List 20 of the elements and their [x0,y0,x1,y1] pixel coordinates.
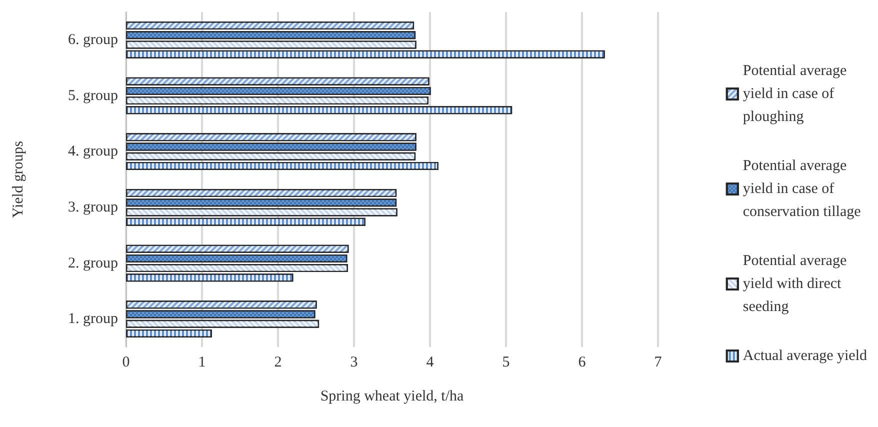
y-tick-label: 2. group [68,255,118,272]
legend-label: Actual average yield [742,348,868,364]
y-tick-label: 4. group [68,144,118,160]
x-tick-label: 2 [274,354,282,370]
y-tick-label: 6. group [68,32,118,48]
x-tick-label: 3 [350,354,358,370]
x-tick-label: 5 [502,354,510,370]
y-tick-label: 3. group [68,199,118,216]
legend-label: Potential average yield with direct seeding [742,253,847,315]
x-tick-label: 7 [654,354,662,370]
x-tick-label: 0 [122,354,130,370]
y-tick-label: 5. group [68,88,118,104]
x-tick-label: 6 [578,354,586,370]
x-tick-label: 4 [426,354,434,370]
legend-label: Potential average yield in case of conservation tillage [742,158,862,220]
y-axis-title: Yield groups [10,140,26,218]
y-tick-label: 1. group [68,311,118,328]
x-axis-title: Spring wheat yield, t/ha [320,388,464,404]
legend-label: Potential average yield in case of ploughing [742,63,847,125]
x-tick-label: 1 [198,354,206,370]
